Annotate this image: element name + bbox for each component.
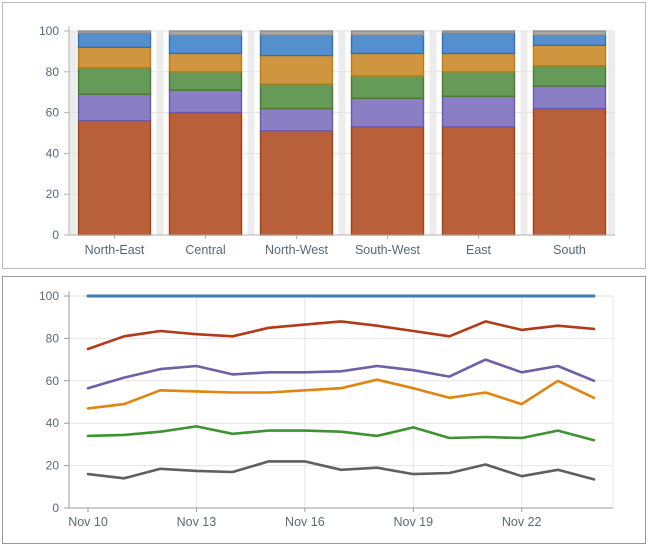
category-label: North-East [85, 243, 145, 257]
bar-segment-series-3-green [532, 64, 607, 87]
x-axis-label: Nov 16 [285, 515, 325, 529]
bar-segment-series-6-gray [350, 30, 425, 36]
y-axis-label: 60 [46, 106, 60, 120]
bar-segment-series-1-rust [168, 111, 243, 236]
bar-segment-series-4-orange [350, 52, 425, 77]
bar-segment-series-2-purple [532, 85, 607, 110]
plot-band [520, 31, 528, 235]
bar-segment-series-1-rust [350, 126, 425, 236]
plot-band [156, 31, 164, 235]
line-series-orange [86, 378, 596, 410]
bar-segment-series-1-rust [259, 130, 334, 236]
bar-segment-series-6-gray [77, 30, 152, 34]
x-axis-label: Nov 19 [393, 515, 433, 529]
bar-segment-series-1-rust [77, 120, 152, 236]
line-series-green [86, 425, 596, 442]
bar-segment-series-3-green [168, 71, 243, 91]
bar-segment-series-5-blue [77, 32, 152, 49]
bar-segment-series-4-orange [77, 46, 152, 69]
bar-segment-series-2-purple [350, 97, 425, 128]
plot-band [247, 31, 255, 235]
plot-band [69, 31, 77, 235]
line-series-gray [86, 460, 596, 481]
bar-segment-series-5-blue [441, 32, 516, 55]
category-label: North-West [265, 243, 329, 257]
plot-band [338, 31, 346, 235]
category-label: East [466, 243, 492, 257]
bar-segment-series-3-green [350, 75, 425, 100]
bar-segment-series-6-gray [259, 30, 334, 36]
bar-segment-series-4-orange [168, 52, 243, 73]
y-axis-label: 100 [39, 24, 59, 38]
y-axis-label: 40 [46, 416, 60, 430]
bar-segment-series-6-gray [168, 30, 243, 36]
bar-segment-series-6-gray [441, 30, 516, 34]
y-axis-label: 80 [46, 331, 60, 345]
x-axis-label: Nov 13 [177, 515, 217, 529]
category-label: South [553, 243, 586, 257]
y-axis-label: 60 [46, 374, 60, 388]
bar-segment-series-3-green [77, 67, 152, 95]
plot-band [608, 31, 615, 235]
x-axis-label: Nov 22 [502, 515, 542, 529]
category-label: Central [185, 243, 225, 257]
bar-segment-series-1-rust [532, 107, 607, 236]
bar-segment-series-5-blue [532, 34, 607, 46]
y-axis-label: 40 [46, 146, 60, 160]
bar-segment-series-3-green [259, 83, 334, 110]
x-axis-label: Nov 10 [68, 515, 108, 529]
bar-segment-series-1-rust [441, 126, 516, 236]
category-label: South-West [355, 243, 421, 257]
line-series-red [86, 320, 596, 351]
y-axis-label: 80 [46, 65, 60, 79]
y-axis-label: 20 [46, 187, 60, 201]
bar-segment-series-4-orange [441, 52, 516, 73]
line-series-purple [86, 358, 596, 390]
y-axis-label: 0 [52, 228, 59, 242]
stacked-bar-chart: 0 20 40 60 80 100 North-East Central North-West S… [39, 24, 615, 257]
line-chart: 0 20 40 60 80 100 Nov 10 Nov 13 Nov 16 Nov 19 Nov … [39, 289, 614, 529]
bar-segment-series-5-blue [168, 34, 243, 55]
bar-segment-series-2-purple [168, 89, 243, 114]
bar-segment-series-2-purple [77, 93, 152, 122]
y-axis-label: 100 [39, 289, 59, 303]
bar-segment-series-5-blue [350, 34, 425, 55]
line-chart-panel: 0 20 40 60 80 100 Nov 10 Nov 13 Nov 16 Nov 19 Nov … [2, 276, 646, 544]
y-axis-label: 20 [46, 459, 60, 473]
bar-segment-series-6-gray [532, 30, 607, 36]
bar-segment-series-4-orange [532, 44, 607, 67]
stacked-bar-chart-panel: 0 20 40 60 80 100 North-East Central North-West S… [2, 2, 646, 269]
bar-segment-series-4-orange [259, 54, 334, 85]
bar-segment-series-3-green [441, 71, 516, 97]
bar-segment-series-2-purple [259, 107, 334, 132]
bar-segment-series-5-blue [259, 34, 334, 57]
bar-segment-series-2-purple [441, 95, 516, 128]
y-axis-label: 0 [52, 501, 59, 515]
plot-band [429, 31, 437, 235]
